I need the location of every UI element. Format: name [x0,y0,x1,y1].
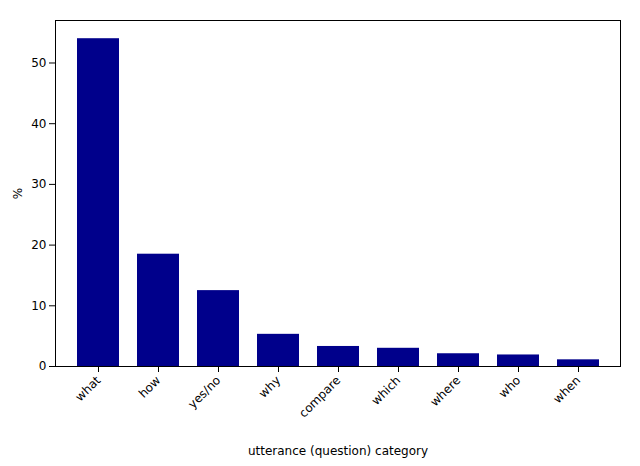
svg-text:10: 10 [31,299,46,313]
svg-text:compare: compare [296,373,343,420]
svg-text:how: how [136,373,164,401]
svg-text:which: which [369,373,404,408]
svg-text:%: % [11,188,25,199]
svg-text:20: 20 [31,238,46,252]
svg-text:0: 0 [39,359,47,373]
svg-text:when: when [551,373,584,406]
svg-text:40: 40 [31,117,46,131]
svg-text:why: why [256,373,283,400]
svg-text:where: where [427,373,463,409]
svg-text:who: who [496,373,523,400]
svg-text:what: what [73,373,104,404]
svg-text:30: 30 [31,177,46,191]
svg-text:yes/no: yes/no [185,373,223,411]
svg-text:utterance (question) category: utterance (question) category [248,444,428,458]
svg-text:50: 50 [31,56,46,70]
